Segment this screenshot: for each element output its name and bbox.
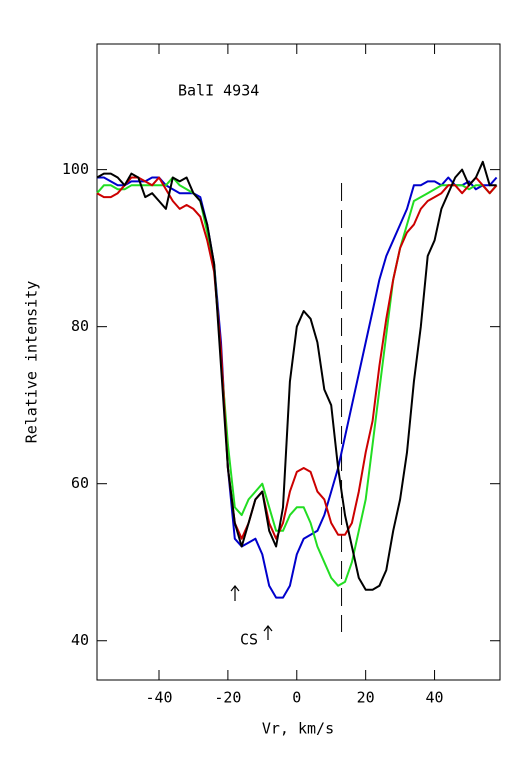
annotation: CS (240, 631, 258, 649)
x-tick-label: 0 (292, 689, 301, 707)
x-axis-label: Vr, km/s (262, 720, 334, 738)
x-tick-label: 20 (357, 689, 375, 707)
y-axis-label: Relative intensity (23, 281, 41, 444)
chart-title: BalI 4934 (178, 82, 259, 100)
x-tick-label: -20 (214, 689, 241, 707)
y-tick-label: 40 (71, 631, 89, 649)
x-tick-label: -40 (145, 689, 172, 707)
y-tick-label: 100 (62, 160, 89, 178)
y-tick-label: 60 (71, 474, 89, 492)
series-line (97, 176, 498, 599)
series-line (96, 160, 497, 591)
plot-frame (96, 43, 501, 681)
series-line (96, 176, 498, 587)
arrow-head (263, 625, 273, 632)
arrow-head (230, 585, 240, 592)
arrows (230, 585, 273, 640)
y-tick-label: 80 (71, 317, 89, 335)
series-line (96, 176, 498, 540)
x-tick-label: 40 (426, 689, 444, 707)
